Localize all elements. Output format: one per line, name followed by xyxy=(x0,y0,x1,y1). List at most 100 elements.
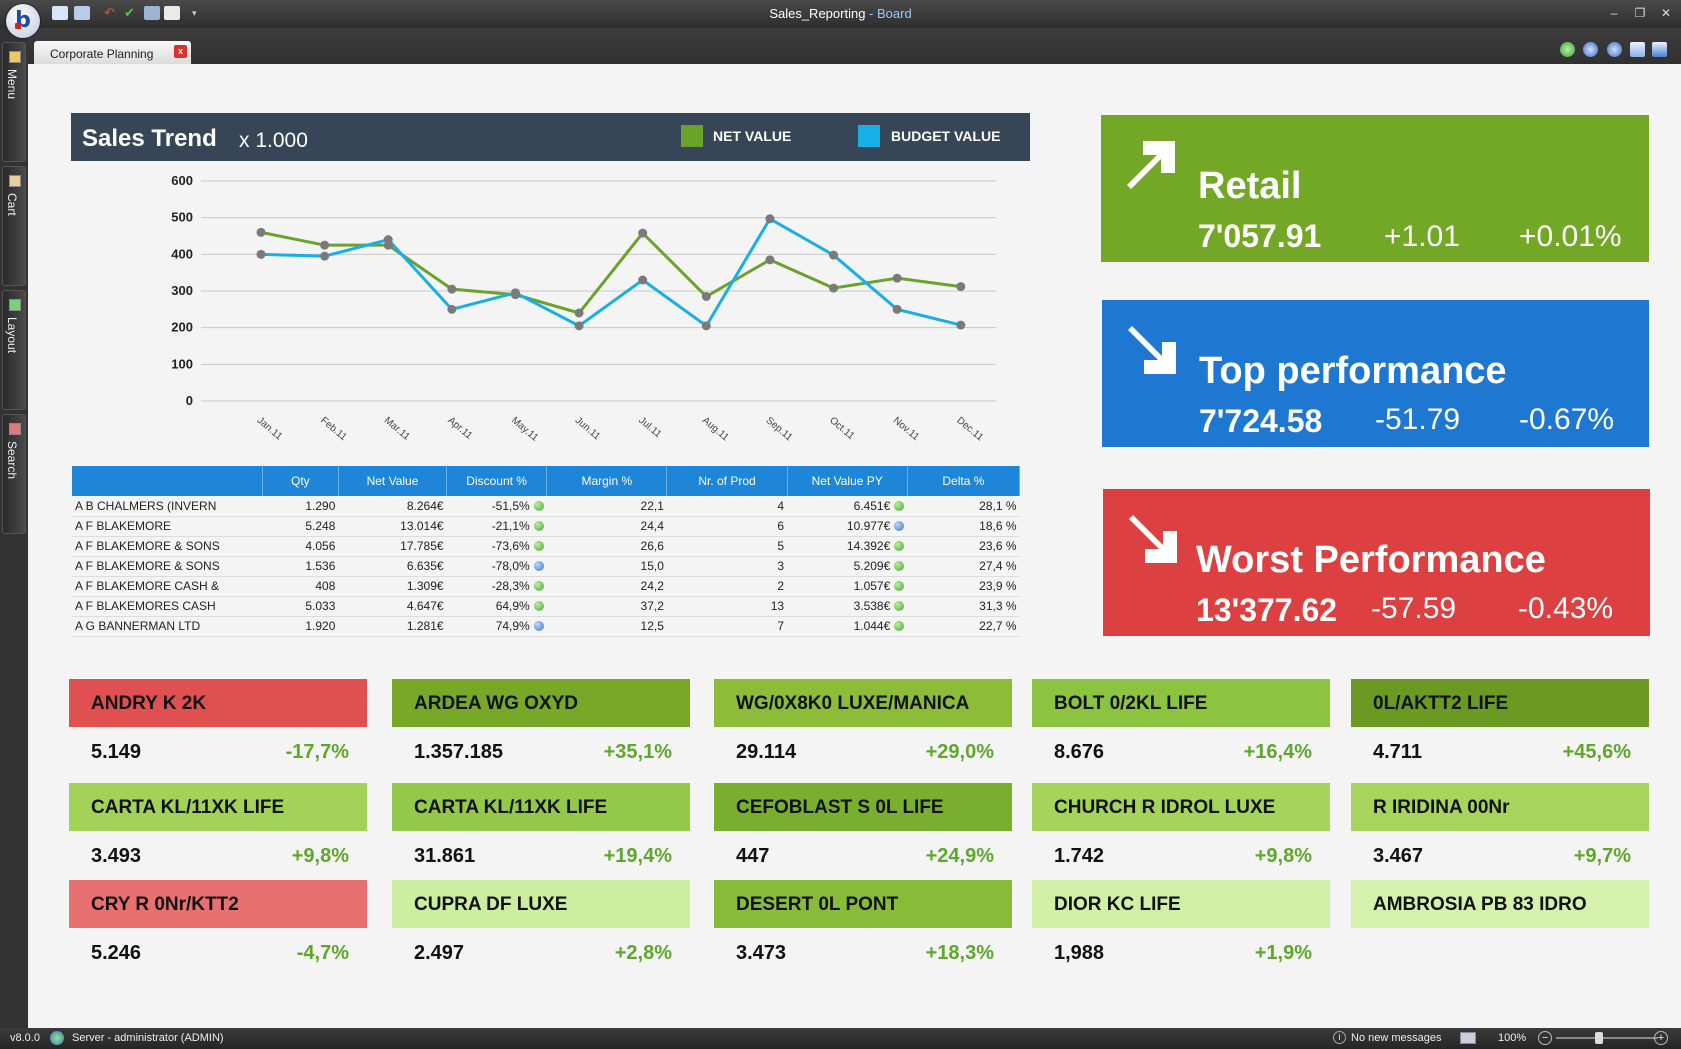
rail-cart-label: Cart xyxy=(5,193,19,216)
cell-name: A F BLAKEMORES CASH xyxy=(72,596,263,617)
cell-disc: -21,1% xyxy=(446,516,547,537)
data-point xyxy=(320,240,330,250)
product-tile[interactable]: WG/0X8K0 LUXE/MANICA 29.114 +29,0% xyxy=(714,679,1012,775)
chart-icon[interactable] xyxy=(164,6,180,20)
cell-netpy: 5.209€ xyxy=(787,556,908,577)
cell-margin: 15,0 xyxy=(546,556,667,577)
status-dot-icon xyxy=(533,500,544,511)
column-header-6[interactable]: Net Value PY xyxy=(787,466,908,496)
cell-delta-value: 27,4 % xyxy=(979,559,1017,573)
confirm-icon[interactable]: ✔ xyxy=(124,5,135,20)
quick-access-open-icon[interactable] xyxy=(52,6,68,20)
tab-close-icon[interactable]: x xyxy=(174,45,187,58)
back-icon[interactable] xyxy=(1583,42,1598,57)
product-tile[interactable]: CARTA KL/11XK LIFE 31.861 +19,4% xyxy=(392,783,690,879)
x-tick-label: Feb.11 xyxy=(318,415,349,441)
tile-name: BOLT 0/2KL LIFE xyxy=(1032,679,1330,727)
rail-search-button[interactable]: Search xyxy=(2,414,26,534)
cell-net-value: 13.014€ xyxy=(400,519,444,533)
cell-margin: 37,2 xyxy=(546,596,667,617)
cell-qty: 1.920 xyxy=(262,616,339,637)
exit-icon[interactable] xyxy=(1652,42,1667,57)
kpi-title: Worst Performance xyxy=(1196,539,1546,581)
product-tile[interactable]: DIOR KC LIFE 1,988 +1,9% xyxy=(1032,880,1330,976)
rail-menu-button[interactable]: Menu xyxy=(2,42,26,162)
quick-access-window-icon[interactable] xyxy=(74,6,90,20)
x-tick-label: Jul.11 xyxy=(636,415,663,440)
zoom-slider-thumb[interactable] xyxy=(1595,1032,1603,1044)
layout-icon[interactable] xyxy=(144,6,160,20)
column-header-7[interactable]: Delta % xyxy=(907,466,1021,496)
zoom-level: 100% xyxy=(1498,1032,1527,1044)
table-row[interactable]: A B CHALMERS (INVERN 1.290 8.264€ -51,5% 22,… xyxy=(72,496,1020,517)
product-tile[interactable]: ARDEA WG OXYD 1.357.185 +35,1% xyxy=(392,679,690,775)
rail-layout-icon xyxy=(9,299,21,311)
table-row[interactable]: A F BLAKEMORE 5.248 13.014€ -21,1% 24,4 6 10.9… xyxy=(72,516,1020,537)
quick-access-dropdown-icon[interactable]: ▾ xyxy=(192,8,197,18)
rail-layout-button[interactable]: Layout xyxy=(2,290,26,410)
column-header-2[interactable]: Net Value xyxy=(338,466,448,496)
tile-name: CARTA KL/11XK LIFE xyxy=(69,783,367,831)
kpi-card-2[interactable]: Worst Performance 13'377.62 -57.59 -0.43% xyxy=(1103,489,1650,636)
product-tile[interactable]: CRY R 0Nr/KTT2 5.246 -4,7% xyxy=(69,880,367,976)
tile-value: 31.861 xyxy=(414,845,476,867)
cell-disc-value: 74,9% xyxy=(495,619,530,633)
data-point xyxy=(956,282,966,292)
cell-delta-value: 23,9 % xyxy=(979,579,1017,593)
minimize-button[interactable]: – xyxy=(1610,6,1618,20)
column-header-3[interactable]: Discount % xyxy=(446,466,548,496)
product-tile[interactable]: DESERT 0L PONT 3.473 +18,3% xyxy=(714,880,1012,976)
rail-cart-button[interactable]: Cart xyxy=(2,166,26,286)
cell-net: 13.014€ xyxy=(338,516,447,537)
board-logo[interactable]: b xyxy=(6,4,40,38)
column-header-1[interactable]: Qty xyxy=(262,466,339,496)
messages-label[interactable]: No new messages xyxy=(1351,1032,1442,1044)
product-tile[interactable]: R IRIDINA 00Nr 3.467 +9,7% xyxy=(1351,783,1649,879)
tile-percent: +18,3% xyxy=(925,942,994,964)
restore-button[interactable]: ❐ xyxy=(1634,6,1646,20)
server-label[interactable]: Server - administrator (ADMIN) xyxy=(72,1032,224,1044)
forward-icon[interactable] xyxy=(1607,42,1622,57)
cell-name-value: A F BLAKEMORE & SONS xyxy=(75,559,220,573)
product-tile[interactable]: CEFOBLAST S 0L LIFE 447 +24,9% xyxy=(714,783,1012,879)
tile-percent: +35,1% xyxy=(603,741,672,763)
close-button[interactable]: ✕ xyxy=(1660,6,1672,20)
zoom-in-icon[interactable]: + xyxy=(1654,1031,1668,1045)
product-tile[interactable]: CUPRA DF LUXE 2.497 +2,8% xyxy=(392,880,690,976)
product-tile[interactable]: ANDRY K 2K 5.149 -17,7% xyxy=(69,679,367,775)
product-tile[interactable]: 0L/AKTT2 LIFE 4.711 +45,6% xyxy=(1351,679,1649,775)
kpi-delta: -57.59 xyxy=(1371,592,1457,625)
product-tile[interactable]: CHURCH R IDROL LUXE 1.742 +9,8% xyxy=(1032,783,1330,879)
column-header-5[interactable]: Nr. of Prod xyxy=(666,466,788,496)
home-icon[interactable] xyxy=(1630,42,1645,57)
product-tile[interactable]: AMBROSIA PB 83 IDRO xyxy=(1351,880,1649,976)
tab-corporate-planning[interactable]: Corporate Planning x xyxy=(34,41,191,64)
table-row[interactable]: A F BLAKEMORES CASH 5.033 4.647€ 64,9% 37,2 1… xyxy=(72,596,1020,617)
cell-qty: 1.536 xyxy=(262,556,339,577)
kpi-card-1[interactable]: Top performance 7'724.58 -51.79 -0.67% xyxy=(1102,300,1649,447)
view-icon[interactable] xyxy=(1460,1032,1476,1044)
table-row[interactable]: A F BLAKEMORE & SONS 1.536 6.635€ -78,0% 15,… xyxy=(72,556,1020,577)
table-row[interactable]: A F BLAKEMORE CASH & 408 1.309€ -28,3% 24,2 2… xyxy=(72,576,1020,597)
column-header-4[interactable]: Margin % xyxy=(546,466,668,496)
product-tile[interactable]: CARTA KL/11XK LIFE 3.493 +9,8% xyxy=(69,783,367,879)
status-dot-icon xyxy=(533,581,544,591)
cell-net: 8.264€ xyxy=(338,496,447,517)
table-row[interactable]: A G BANNERMAN LTD 1.920 1.281€ 74,9% 12,5 7 1.… xyxy=(72,616,1020,637)
undo-icon[interactable]: ↶ xyxy=(104,5,115,20)
cell-qty-value: 1.536 xyxy=(305,559,336,573)
kpi-card-0[interactable]: Retail 7'057.91 +1.01 +0.01% xyxy=(1101,115,1649,262)
zoom-out-icon[interactable]: − xyxy=(1538,1031,1552,1045)
product-tile[interactable]: BOLT 0/2KL LIFE 8.676 +16,4% xyxy=(1032,679,1330,775)
zoom-slider[interactable] xyxy=(1556,1037,1658,1039)
cell-nprod-value: 6 xyxy=(777,519,785,533)
column-header-0[interactable] xyxy=(72,466,263,496)
tile-value: 3.473 xyxy=(736,942,787,964)
refresh-icon[interactable] xyxy=(1560,42,1575,57)
tile-percent: -4,7% xyxy=(296,942,349,964)
sales-trend-chart: 0 100 200 300 400 500 600 Jan.11 Feb.11 Mar.11 Apr… xyxy=(171,173,996,441)
customer-table: Qty Net Value Discount % Margin % Nr. of Pro… xyxy=(72,466,1021,637)
table-row[interactable]: A F BLAKEMORE & SONS 4.056 17.785€ -73,6% 26… xyxy=(72,536,1020,557)
cell-name: A F BLAKEMORE CASH & xyxy=(72,576,263,597)
tile-percent: +1,9% xyxy=(1254,942,1312,964)
